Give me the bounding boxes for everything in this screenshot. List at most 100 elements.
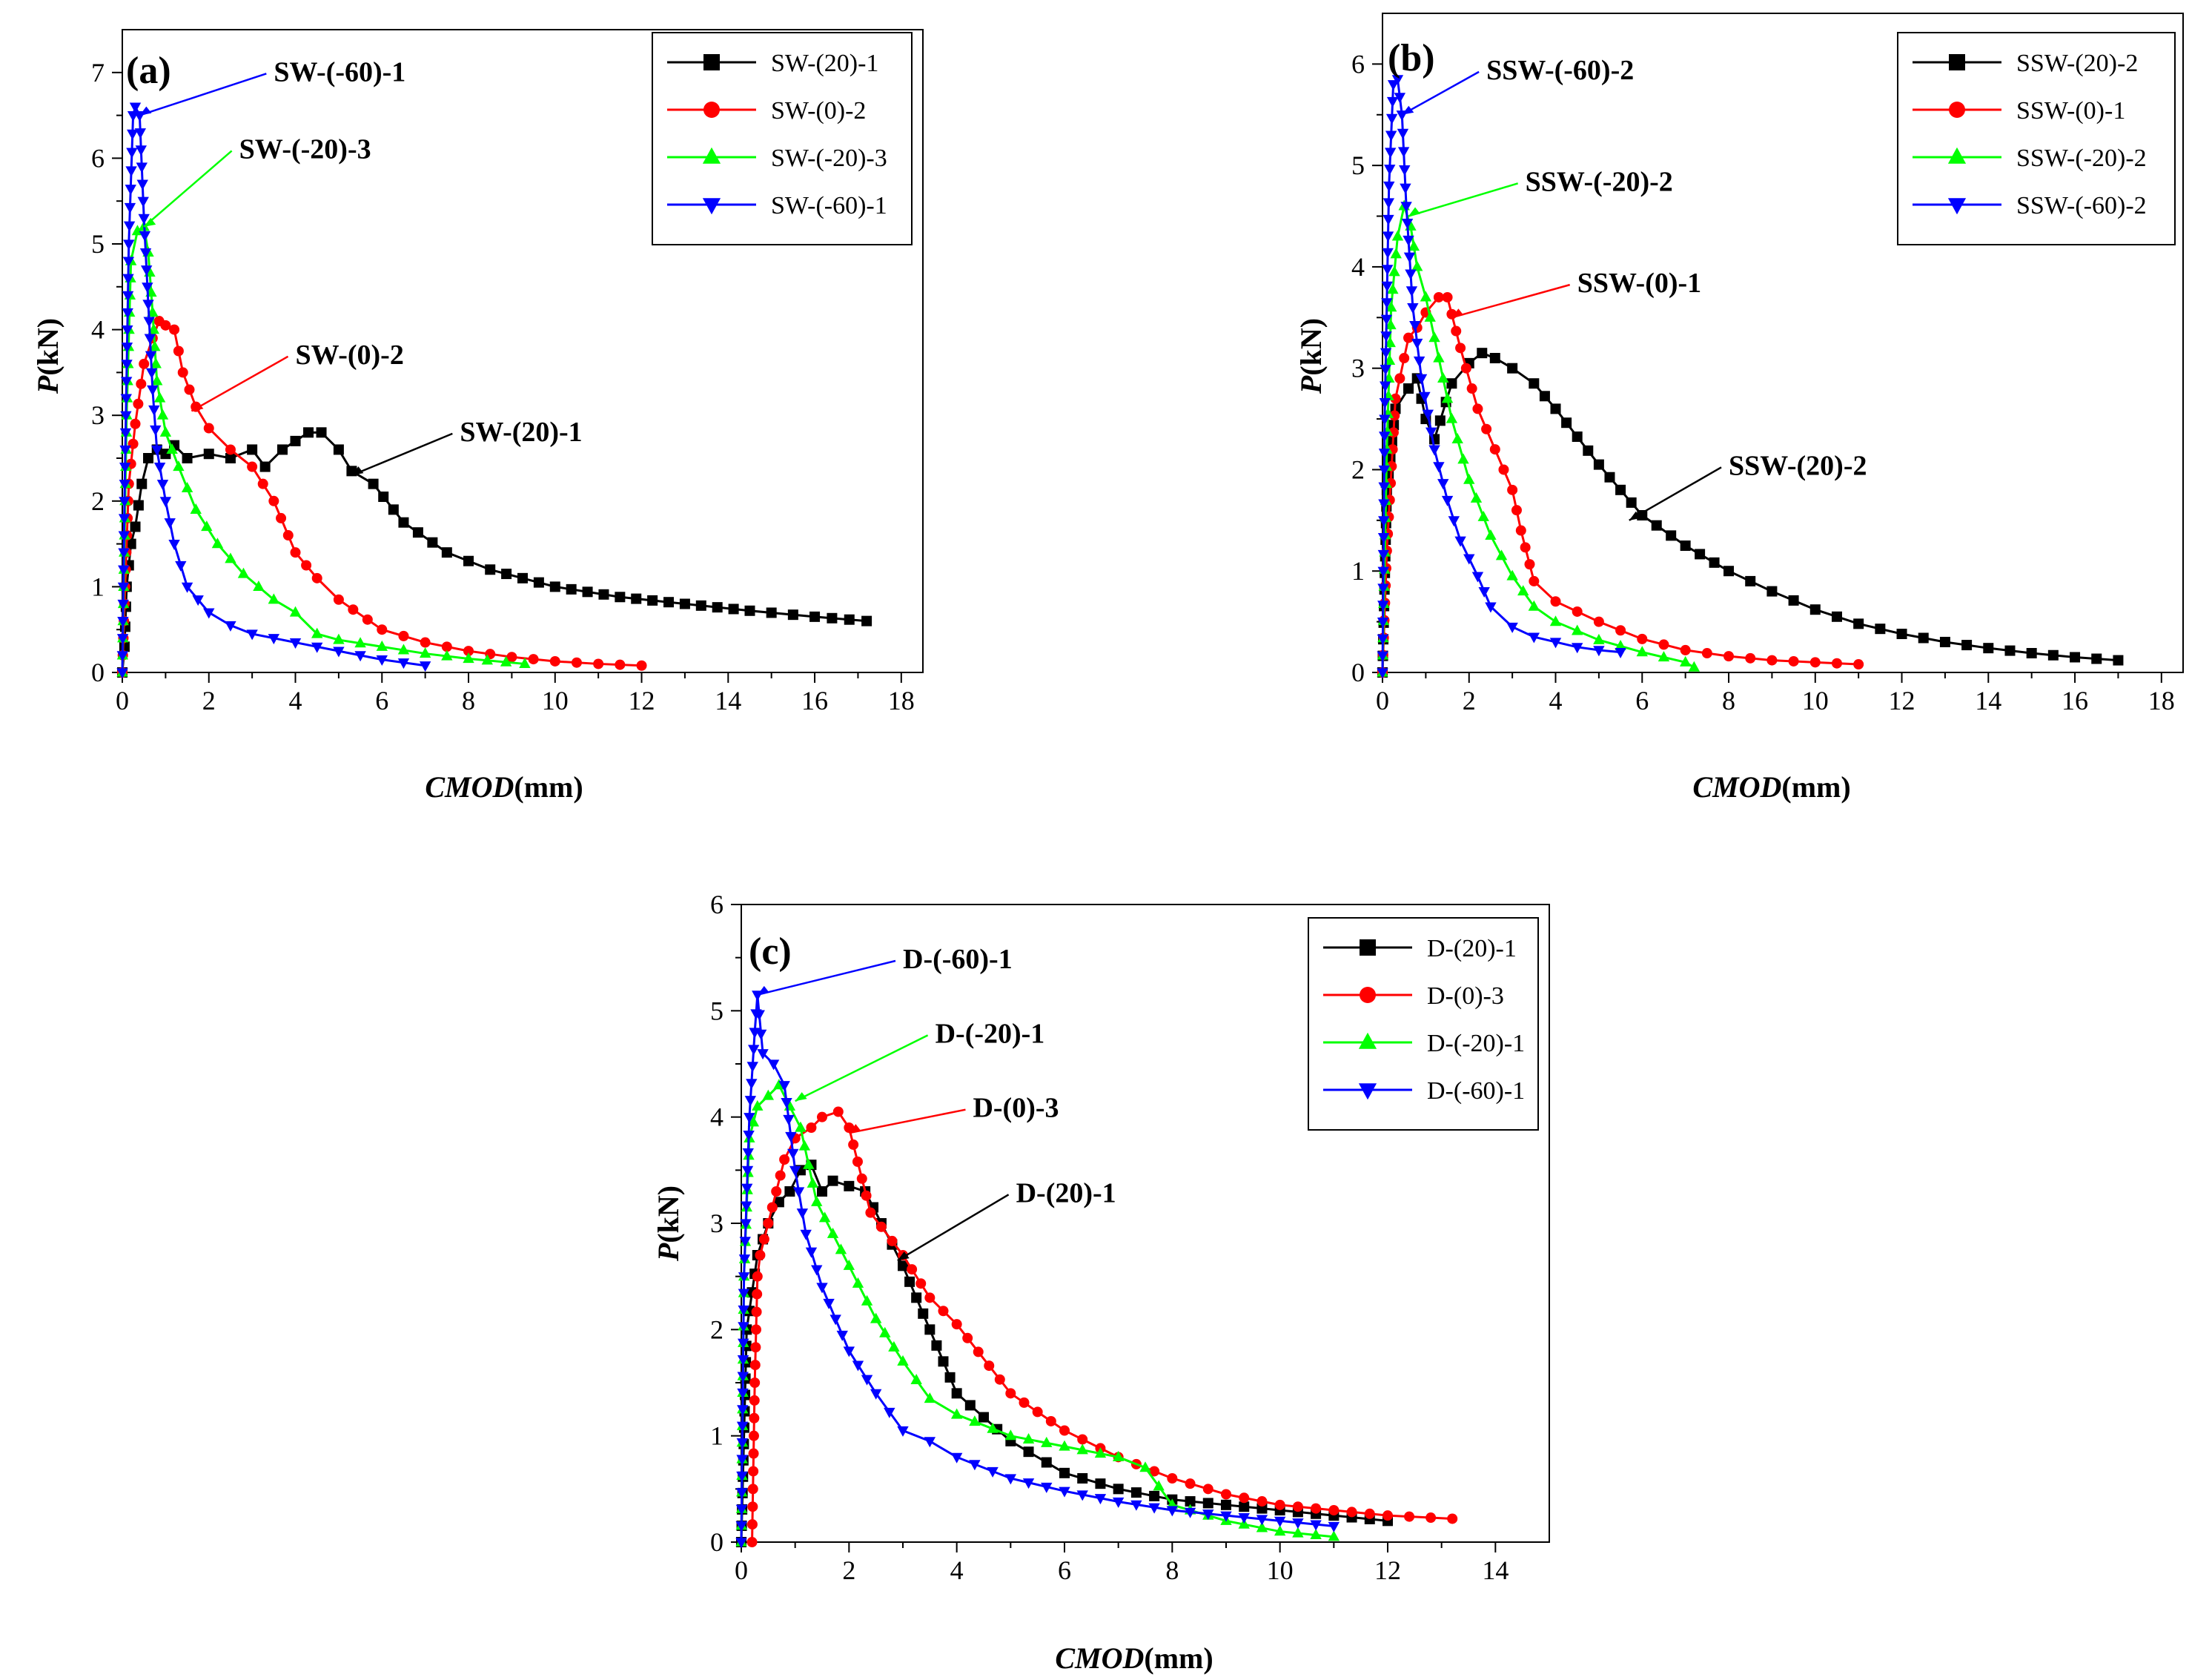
panel-a-data-point — [268, 495, 279, 506]
panel-b-data-point — [1394, 93, 1406, 104]
panel-c-data-point — [750, 1324, 761, 1335]
panel-a-data-point — [348, 604, 359, 615]
panel-c-annotation-label: D-(-20)-1 — [936, 1018, 1045, 1049]
panel-c-data-point — [1274, 1516, 1286, 1527]
panel-b-data-point — [1408, 240, 1420, 251]
panel-b-x-tick-label: 0 — [1376, 686, 1389, 715]
panel-a-data-point — [481, 654, 494, 665]
panel-b-legend-label: SSW-(-60)-2 — [2016, 192, 2147, 219]
panel-c-data-point — [879, 1326, 891, 1337]
panel-b-annotation-label: SSW-(-60)-2 — [1486, 55, 1634, 86]
panel-b-data-point — [1407, 303, 1419, 314]
panel-a-data-point — [289, 606, 302, 617]
panel-c-data-point — [1077, 1473, 1088, 1484]
panel-c-data-point — [811, 1265, 823, 1276]
panel-c-data-point — [907, 1264, 918, 1275]
panel-b-series-line — [1381, 351, 2119, 673]
panel-c-data-point — [1202, 1484, 1213, 1495]
panel-b-data-point — [1918, 632, 1929, 644]
panel-b-data-point — [1379, 431, 1391, 443]
panel-b-legend-marker — [1947, 198, 1967, 215]
panel-a-annotation-label: SW-(0)-2 — [296, 340, 404, 371]
panel-a-data-point — [257, 478, 268, 489]
panel-b-data-point — [1688, 661, 1701, 672]
panel-c-data-point — [994, 1374, 1005, 1385]
panel-c-data-point — [852, 1156, 863, 1167]
panel-c-data-point — [852, 1360, 864, 1372]
panel-c-data-point — [1167, 1473, 1178, 1484]
panel-c-series-D-(-20)-1 — [735, 1079, 1340, 1547]
panel-c-data-point — [1045, 1415, 1056, 1426]
panel-c-data-point — [1059, 1467, 1070, 1478]
panel-b-annotation-leader — [1408, 182, 1519, 217]
panel-b-data-point — [1788, 595, 1799, 606]
panel-c-data-point — [938, 1356, 949, 1367]
panel-c-data-point — [785, 1131, 797, 1142]
panel-b-data-point — [1604, 472, 1615, 483]
panel-c-annotation-leader — [849, 1108, 966, 1134]
panel-c-data-point — [1239, 1492, 1250, 1504]
panel-b-y-tick-label: 6 — [1351, 49, 1365, 79]
panel-c-data-point — [749, 1360, 761, 1371]
panel-c-data-point — [778, 1081, 790, 1092]
panel-b-data-point — [1809, 604, 1821, 615]
panel-b-data-point — [1377, 601, 1389, 612]
panel-a-data-point — [211, 538, 224, 549]
panel-c-data-point — [1076, 1490, 1088, 1501]
panel-a-data-point — [125, 185, 136, 196]
panel-b-data-point — [1441, 392, 1454, 403]
panel-b-data-point — [1433, 462, 1445, 473]
panel-b-data-point — [1485, 602, 1497, 613]
panel-a-data-point — [120, 377, 133, 388]
panel-a-annotation-label: SW-(20)-1 — [460, 417, 582, 448]
panel-c-data-point — [747, 1501, 758, 1512]
panel-c-data-point — [1041, 1482, 1053, 1493]
panel-c-data-point — [795, 1121, 807, 1132]
panel-c-legend-marker — [1358, 1032, 1377, 1049]
panel-a-x-tick-label: 14 — [715, 686, 741, 715]
panel-c-data-point — [875, 1221, 887, 1232]
panel-c-data-point — [969, 1415, 981, 1426]
panel-b-data-point — [2113, 655, 2124, 666]
panel-a-data-point — [125, 538, 136, 549]
panel-c-data-point — [944, 1372, 956, 1383]
panel-c-data-point — [1404, 1511, 1415, 1522]
panel-a-series-line — [121, 225, 526, 673]
panel-b-data-point — [1626, 497, 1637, 508]
panel-b-data-point — [1380, 348, 1392, 359]
panel-a-label: (a) — [126, 50, 171, 92]
panel-c-data-point — [827, 1227, 839, 1238]
panel-a-y-tick-label: 3 — [91, 400, 105, 430]
panel-c-data-point — [904, 1276, 915, 1287]
panel-b-data-point — [1428, 331, 1440, 343]
panel-b-data-point — [1437, 479, 1449, 490]
panel-b-data-point — [1506, 622, 1518, 633]
panel-c-data-point — [1032, 1406, 1043, 1418]
panel-c-data-point — [792, 1187, 805, 1198]
panel-b-y-tick-label: 0 — [1351, 658, 1365, 687]
panel-a-data-point — [506, 652, 517, 663]
panel-a-data-point — [695, 600, 706, 611]
panel-c-data-point — [1139, 1461, 1151, 1472]
panel-c-data-point — [1346, 1507, 1357, 1518]
panel-a-annotation-leader — [139, 73, 267, 116]
panel-c-data-point — [1447, 1513, 1458, 1524]
panel-b-data-point — [1428, 445, 1440, 456]
panel-b-data-point — [1723, 566, 1735, 577]
panel-a-data-point — [136, 179, 148, 191]
panel-a-data-point — [136, 478, 148, 489]
panel-c-data-point — [1059, 1425, 1070, 1436]
panel-b-legend-label: SSW-(20)-2 — [2016, 50, 2138, 77]
panel-b-data-point — [1572, 606, 1583, 617]
panel-b-legend-marker — [1947, 147, 1967, 164]
panel-c-legend-label: D-(-20)-1 — [1427, 1030, 1525, 1057]
panel-a-data-point — [316, 427, 327, 438]
panel-b-data-point — [1380, 331, 1392, 343]
panel-b-data-point — [1384, 165, 1396, 176]
panel-a-legend-marker — [703, 102, 720, 118]
panel-b-data-point — [1495, 549, 1508, 560]
panel-b-data-point — [1415, 374, 1428, 385]
panel-a-y-tick-label: 4 — [91, 315, 105, 345]
panel-b-data-point — [1471, 572, 1484, 583]
panel-c-data-point — [1023, 1446, 1034, 1458]
